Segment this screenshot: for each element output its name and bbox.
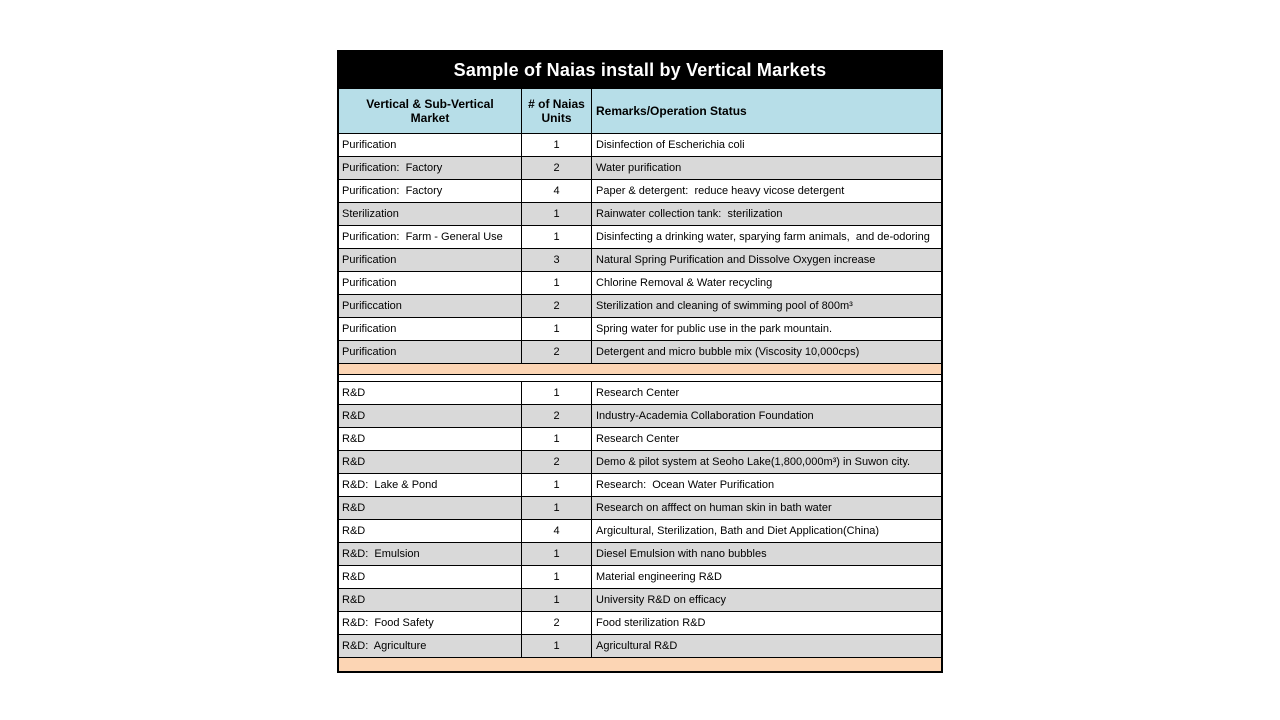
cell-remarks: Detergent and micro bubble mix (Viscosit… <box>596 346 860 358</box>
section-gap <box>339 375 941 382</box>
table-title: Sample of Naias install by Vertical Mark… <box>339 52 941 89</box>
cell-vertical-market: R&D: Lake & Pond <box>339 474 522 496</box>
cell-naias-units: 4 <box>522 520 592 542</box>
cell-remarks: Disinfecting a drinking water, sparying … <box>596 231 930 243</box>
cell-naias-units: 1 <box>522 589 592 611</box>
table-row: R&D: Food Safety 2 Food sterilization R&… <box>339 612 941 635</box>
section-rnd-rows: R&D 1 Research Center R&D 2 Industry-Aca… <box>339 382 941 658</box>
cell-naias-units: 1 <box>522 226 592 248</box>
cell-vertical-market: Purification: Farm - General Use <box>339 226 522 248</box>
cell-vertical-market: R&D <box>339 405 522 427</box>
table-row: Purification 3 Natural Spring Purificati… <box>339 249 941 272</box>
cell-remarks: Rainwater collection tank: sterilization <box>596 208 783 220</box>
cell-naias-units: 1 <box>522 635 592 657</box>
table-row: Purification 1 Disinfection of Escherich… <box>339 134 941 157</box>
cell-remarks: Argicultural, Sterilization, Bath and Di… <box>596 525 880 537</box>
cell-remarks: Diesel Emulsion with nano bubbles <box>596 548 767 560</box>
table-row: R&D 1 University R&D on efficacy <box>339 589 941 612</box>
cell-vertical-market: R&D <box>339 566 522 588</box>
table-row: R&D 2 Industry-Academia Collaboration Fo… <box>339 405 941 428</box>
cell-naias-units: 2 <box>522 341 592 363</box>
table-row: Sterilization 1 Rainwater collection tan… <box>339 203 941 226</box>
cell-naias-units: 1 <box>522 203 592 225</box>
cell-naias-units: 1 <box>522 272 592 294</box>
cell-vertical-market: Purification <box>339 318 522 340</box>
cell-naias-units: 1 <box>522 428 592 450</box>
cell-vertical-market: Sterilization <box>339 203 522 225</box>
cell-vertical-market: Purification <box>339 341 522 363</box>
table-row: R&D: Emulsion 1 Diesel Emulsion with nan… <box>339 543 941 566</box>
cell-vertical-market: R&D <box>339 451 522 473</box>
cell-remarks: Demo & pilot system at Seoho Lake(1,800,… <box>596 456 911 468</box>
table-row: R&D 1 Research on afffect on human skin … <box>339 497 941 520</box>
cell-naias-units: 1 <box>522 566 592 588</box>
cell-remarks: Research Center <box>596 387 680 399</box>
cell-vertical-market: R&D <box>339 520 522 542</box>
cell-vertical-market: R&D <box>339 589 522 611</box>
cell-naias-units: 2 <box>522 295 592 317</box>
cell-remarks: Research on afffect on human skin in bat… <box>596 502 832 514</box>
section-purification-rows: Purification 1 Disinfection of Escherich… <box>339 134 941 364</box>
table-row: Purification: Farm - General Use 1 Disin… <box>339 226 941 249</box>
cell-vertical-market: R&D: Emulsion <box>339 543 522 565</box>
header-vertical-market: Vertical & Sub-Vertical Market <box>339 89 522 133</box>
header-naias-units: # of Naias Units <box>522 89 592 133</box>
cell-remarks: Research Center <box>596 433 680 445</box>
cell-vertical-market: Purification <box>339 272 522 294</box>
cell-vertical-market: R&D <box>339 382 522 404</box>
cell-remarks: Sterilization and cleaning of swimming p… <box>596 300 853 312</box>
cell-vertical-market: Purification <box>339 134 522 156</box>
cell-naias-units: 2 <box>522 451 592 473</box>
cell-naias-units: 2 <box>522 405 592 427</box>
table-row: R&D 2 Demo & pilot system at Seoho Lake(… <box>339 451 941 474</box>
table-row: R&D: Agriculture 1 Agricultural R&D <box>339 635 941 658</box>
table-row: R&D: Lake & Pond 1 Research: Ocean Water… <box>339 474 941 497</box>
cell-remarks: Water purification <box>596 162 682 174</box>
table-row: R&D 1 Research Center <box>339 428 941 451</box>
cell-remarks: Natural Spring Purification and Dissolve… <box>596 254 876 266</box>
cell-vertical-market: R&D <box>339 497 522 519</box>
cell-remarks: Material engineering R&D <box>596 571 722 583</box>
cell-vertical-market: R&D: Agriculture <box>339 635 522 657</box>
cell-naias-units: 4 <box>522 180 592 202</box>
cell-remarks: Chlorine Removal & Water recycling <box>596 277 773 289</box>
cell-vertical-market: R&D: Food Safety <box>339 612 522 634</box>
bottom-separator-band <box>339 658 941 671</box>
cell-naias-units: 1 <box>522 134 592 156</box>
cell-naias-units: 2 <box>522 612 592 634</box>
table-row: Purification: Factory 2 Water purificati… <box>339 157 941 180</box>
table-row: R&D 4 Argicultural, Sterilization, Bath … <box>339 520 941 543</box>
cell-naias-units: 1 <box>522 543 592 565</box>
cell-remarks: Spring water for public use in the park … <box>596 323 833 335</box>
cell-vertical-market: Purification: Factory <box>339 157 522 179</box>
table-row: Purification 1 Spring water for public u… <box>339 318 941 341</box>
table-row: R&D 1 Material engineering R&D <box>339 566 941 589</box>
cell-naias-units: 1 <box>522 474 592 496</box>
naias-install-table: Sample of Naias install by Vertical Mark… <box>337 50 943 673</box>
section-separator-band <box>339 364 941 375</box>
table-row: R&D 1 Research Center <box>339 382 941 405</box>
cell-remarks: Research: Ocean Water Purification <box>596 479 775 491</box>
cell-naias-units: 1 <box>522 497 592 519</box>
header-remarks: Remarks/Operation Status <box>596 104 747 118</box>
table-row: Purification 1 Chlorine Removal & Water … <box>339 272 941 295</box>
table-row: Purification 2 Detergent and micro bubbl… <box>339 341 941 364</box>
cell-vertical-market: R&D <box>339 428 522 450</box>
table-header-row: Vertical & Sub-Vertical Market # of Naia… <box>339 89 941 134</box>
cell-naias-units: 1 <box>522 382 592 404</box>
cell-remarks: Paper & detergent: reduce heavy vicose d… <box>596 185 845 197</box>
cell-vertical-market: Purification: Factory <box>339 180 522 202</box>
cell-remarks: Industry-Academia Collaboration Foundati… <box>596 410 814 422</box>
cell-naias-units: 2 <box>522 157 592 179</box>
cell-naias-units: 1 <box>522 318 592 340</box>
cell-remarks: Food sterilization R&D <box>596 617 706 629</box>
table-row: Purification: Factory 4 Paper & detergen… <box>339 180 941 203</box>
cell-naias-units: 3 <box>522 249 592 271</box>
cell-vertical-market: Purification <box>339 249 522 271</box>
table-row: Purificcation 2 Sterilization and cleani… <box>339 295 941 318</box>
cell-vertical-market: Purificcation <box>339 295 522 317</box>
cell-remarks: Agricultural R&D <box>596 640 678 652</box>
cell-remarks: University R&D on efficacy <box>596 594 727 606</box>
cell-remarks: Disinfection of Escherichia coli <box>596 139 745 151</box>
